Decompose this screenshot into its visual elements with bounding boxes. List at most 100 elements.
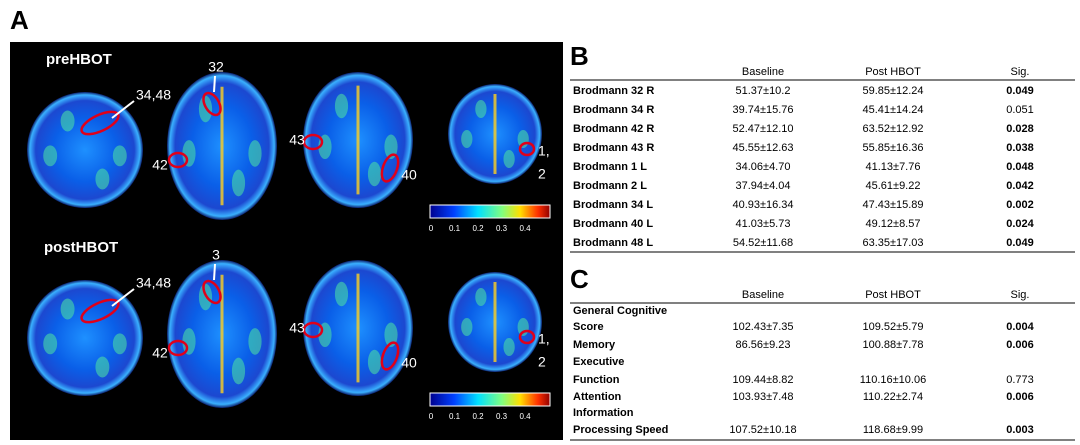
row-label: Brodmann 34 L	[573, 199, 653, 211]
roi	[202, 91, 222, 117]
row-label: Brodmann 42 R	[573, 123, 654, 135]
row-label: Brodmann 2 L	[573, 180, 647, 192]
cell: 51.37±10.2	[736, 85, 791, 97]
activity	[248, 328, 262, 355]
pointer	[111, 100, 135, 119]
region-label: 32	[208, 59, 224, 75]
pointer	[213, 263, 216, 281]
activity	[231, 357, 246, 385]
roi	[302, 133, 324, 151]
column-header: Sig.	[1011, 289, 1030, 301]
pointer	[213, 75, 216, 93]
colorbar-tick: 0.1	[449, 412, 461, 421]
brain-scan	[27, 92, 143, 208]
roi	[380, 341, 400, 371]
row-label: Information	[573, 407, 634, 419]
activity	[95, 356, 110, 378]
roi	[80, 298, 120, 324]
roi	[202, 279, 222, 305]
row-label: Score	[573, 321, 604, 333]
activity	[95, 168, 110, 190]
cell: 0.048	[1006, 161, 1034, 173]
row-title: postHBOT	[44, 239, 118, 256]
row-label: Function	[573, 374, 620, 386]
colorbar-tick: 0.2	[472, 224, 484, 233]
cell: 63.35±17.03	[862, 237, 923, 249]
colorbar-tick: 0	[429, 224, 434, 233]
activity	[43, 333, 58, 355]
row-label: Attention	[573, 391, 622, 403]
cell: 41.03±5.73	[736, 218, 791, 230]
activity	[182, 328, 196, 355]
column-header: Sig.	[1011, 66, 1030, 78]
row-label: Memory	[573, 339, 616, 351]
panel-label: B	[570, 41, 589, 71]
activity	[475, 100, 487, 118]
pointer	[111, 288, 135, 307]
region-label: 43	[289, 320, 305, 336]
region-label: 42	[152, 345, 168, 361]
cell: 100.88±7.78	[862, 339, 923, 351]
cell: 109.44±8.82	[732, 374, 793, 386]
cell: 49.12±8.57	[866, 218, 921, 230]
colorbar-tick: 0.1	[449, 224, 461, 233]
activity	[461, 318, 473, 336]
brain-scan	[27, 280, 143, 396]
region-label: 34,48	[136, 275, 171, 291]
activity	[461, 130, 473, 148]
cell: 109.52±5.79	[862, 321, 923, 333]
region-label: 40	[401, 167, 417, 183]
row-label: Brodmann 40 L	[573, 218, 653, 230]
region-label: 40	[401, 355, 417, 371]
colorbar-tick: 0.4	[519, 412, 531, 421]
cell: 37.94±4.04	[736, 180, 791, 192]
region-label: 1,	[538, 143, 550, 159]
colorbar-tick: 0	[429, 412, 434, 421]
cell: 39.74±15.76	[732, 104, 793, 116]
region-label: 3	[212, 247, 220, 263]
cell: 0.002	[1006, 199, 1034, 211]
panel-label: A	[10, 5, 29, 35]
region-label: 34,48	[136, 87, 171, 103]
activity	[182, 140, 196, 167]
cell: 86.56±9.23	[736, 339, 791, 351]
region-label: 43	[289, 132, 305, 148]
roi	[518, 329, 536, 345]
row-label: Brodmann 34 R	[573, 104, 654, 116]
cell: 0.773	[1006, 374, 1034, 386]
cell: 63.52±12.92	[862, 123, 923, 135]
activity	[503, 338, 515, 356]
activity	[367, 349, 382, 375]
region-label: 2	[538, 354, 546, 370]
column-header: Post HBOT	[865, 66, 921, 78]
cell: 0.051	[1006, 104, 1034, 116]
activity	[231, 169, 246, 197]
row-label: Brodmann 1 L	[573, 161, 647, 173]
cell: 110.22±2.74	[863, 391, 923, 403]
cell: 41.13±7.76	[866, 161, 921, 173]
cell: 54.52±11.68	[733, 237, 793, 249]
activity	[60, 298, 75, 320]
roi	[167, 339, 189, 357]
cell: 0.049	[1006, 237, 1034, 249]
colorbar	[429, 204, 551, 219]
activity	[248, 140, 262, 167]
cell: 0.006	[1006, 339, 1034, 351]
cell: 107.52±10.18	[729, 424, 796, 436]
row-label: Brodmann 43 R	[573, 142, 654, 154]
cell: 59.85±12.24	[862, 85, 923, 97]
column-header: Baseline	[742, 66, 784, 78]
roi	[302, 321, 324, 339]
column-header: Baseline	[742, 289, 784, 301]
cell: 110.16±10.06	[860, 374, 926, 386]
activity	[43, 145, 58, 167]
roi	[167, 151, 189, 169]
roi	[518, 141, 536, 157]
activity	[60, 110, 75, 132]
roi	[380, 153, 400, 183]
activity	[384, 322, 398, 348]
row-label: Processing Speed	[573, 424, 668, 436]
roi	[80, 110, 120, 136]
region-label: 1,	[538, 331, 550, 347]
